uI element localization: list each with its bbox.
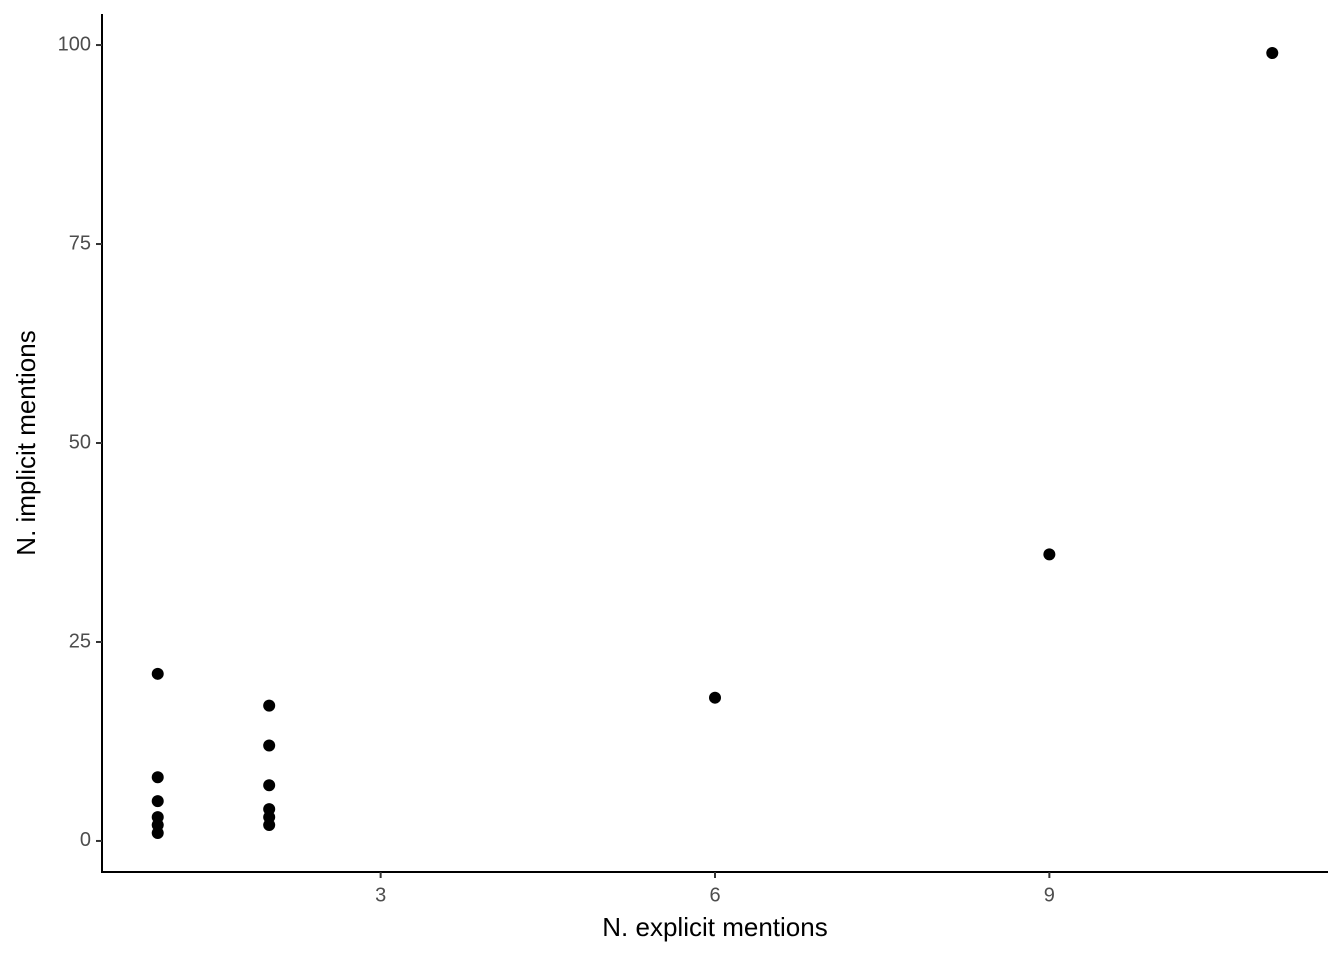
point xyxy=(1043,548,1056,561)
x-tick-label: 6 xyxy=(709,884,720,906)
y-axis-title: N. implicit mentions xyxy=(11,330,41,555)
point xyxy=(709,691,721,704)
y-tick-label: 75 xyxy=(69,232,91,254)
point xyxy=(263,819,276,832)
point xyxy=(151,795,164,808)
point xyxy=(151,667,164,680)
x-tick-label: 3 xyxy=(375,884,386,906)
y-tick-label: 25 xyxy=(69,630,91,652)
x-tick-label: 9 xyxy=(1044,884,1055,906)
point xyxy=(1266,47,1279,59)
point xyxy=(263,739,276,752)
point xyxy=(263,779,276,792)
x-axis-title: N. explicit mentions xyxy=(602,912,827,942)
y-tick-label: 100 xyxy=(58,33,91,55)
point xyxy=(151,827,164,839)
y-tick-label: 0 xyxy=(80,829,91,851)
y-tick-label: 50 xyxy=(69,431,91,453)
point xyxy=(151,771,164,784)
point xyxy=(263,699,276,712)
